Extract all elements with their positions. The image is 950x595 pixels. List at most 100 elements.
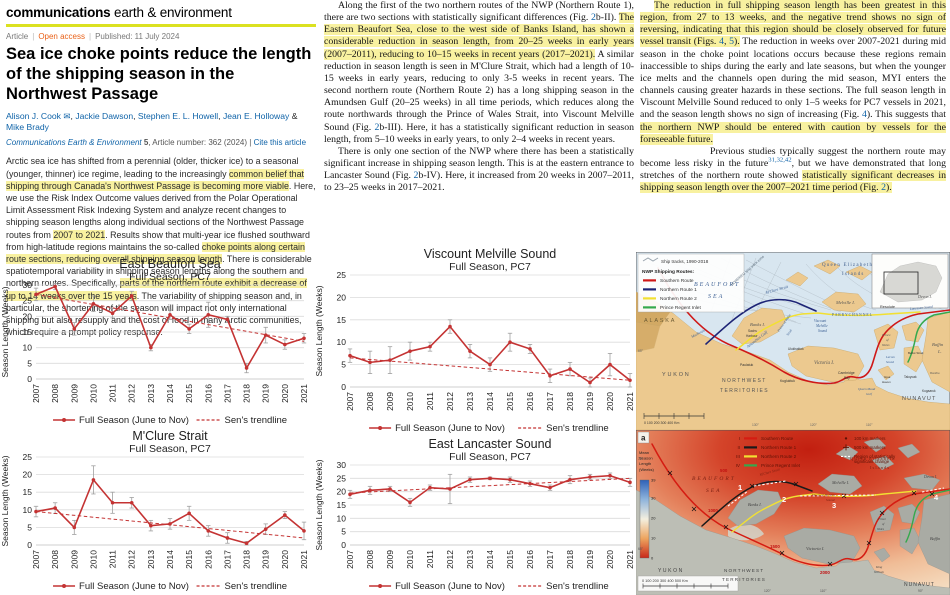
x-tick-group: 2015 [505, 550, 515, 569]
chart-east-lancaster-sound: East Lancaster Sound Full Season, PC7 Seas… [314, 437, 638, 595]
x-tick-group: 2010 [405, 392, 415, 411]
map-label: SEA [708, 294, 724, 300]
chart-east-beaufort-sea: East Beaufort Sea Full Season, PC7 Season … [0, 257, 312, 429]
map-label: Boothia [930, 371, 940, 375]
y-tick-label: 25 [337, 270, 347, 280]
data-point [187, 327, 191, 331]
map-label: Harbour [746, 334, 758, 338]
map-label: of [886, 338, 890, 342]
data-point [110, 500, 115, 505]
data-point [129, 294, 134, 298]
data-point [168, 312, 172, 317]
legend-marker-label: Region of statistically [854, 454, 896, 459]
map-label: BEAUFORT [694, 282, 740, 288]
x-tick-label: 2019 [261, 550, 271, 569]
figure-link[interactable]: 2 [881, 182, 886, 194]
figure-link[interactable]: 4 [862, 109, 867, 121]
x-tick-group: 2015 [184, 550, 194, 569]
map-label: Victoria I. [814, 361, 834, 366]
map-label: Baffin [930, 536, 940, 541]
data-point [428, 344, 432, 349]
cite-link[interactable]: Cite this article [253, 138, 307, 148]
colorbar [639, 479, 650, 559]
map-label: Larsen [885, 355, 895, 359]
x-tick-label: 2013 [465, 392, 475, 411]
data-point [72, 327, 77, 331]
map-label: William [874, 570, 885, 574]
map-nwp-routes: Ship tracks, 1990-2018 NWP Shipping Route… [636, 252, 950, 430]
section-number: 4 [934, 493, 939, 502]
x-tick-group: 2018 [242, 550, 252, 569]
author-link[interactable]: Stephen E. L. Howell [137, 111, 219, 122]
x-tick-group: 2014 [165, 550, 175, 569]
y-tick-label: 30 [23, 280, 33, 290]
journal-link[interactable]: Communications Earth & Environment [6, 138, 142, 148]
map-label: Melville I. [831, 480, 849, 485]
data-point [568, 477, 572, 482]
x-tick-label: 2014 [485, 550, 495, 569]
author-link[interactable]: Alison J. Cook [6, 111, 61, 122]
author-link[interactable]: Jean E. Holloway [222, 111, 290, 122]
data-point [225, 536, 230, 540]
x-tick-label: 2012 [127, 384, 137, 403]
data-point [91, 478, 96, 482]
x-tick-group: 2020 [605, 392, 615, 411]
x-tick-label: 2017 [222, 384, 232, 403]
legend-route-label: Southern Route [660, 278, 694, 284]
author-link[interactable]: Mike Brady [6, 122, 49, 133]
x-tick-group: 2016 [203, 550, 213, 569]
email-icon[interactable]: ✉ [60, 111, 71, 122]
y-tick-label: 20 [337, 292, 347, 302]
x-tick-label: 2013 [146, 384, 156, 403]
x-tick-group: 2021 [625, 392, 635, 411]
text-segment: , [70, 111, 76, 122]
figure-link[interactable]: 31,32,42 [768, 156, 792, 164]
figure-link[interactable]: 2 [374, 121, 380, 133]
scale-bar: 0 100 200 300 400 Km [643, 413, 705, 425]
text-segment: 5 [141, 138, 149, 148]
colorbar-title: Length [639, 461, 651, 466]
map-label: of [882, 522, 886, 526]
map-label: Taloyoak [904, 375, 917, 379]
x-tick-label: 2011 [108, 384, 118, 403]
legend-route-label: Northern Route 1 [761, 445, 797, 450]
map-label: NORTHWEST [724, 568, 764, 573]
map-label: 70° [638, 457, 644, 461]
x-tick-label: 2015 [505, 392, 515, 411]
text-segment: ). [886, 182, 892, 194]
y-tick-label: 10 [337, 337, 347, 347]
data-point [348, 353, 352, 358]
data-point [225, 317, 230, 322]
map-label: 90° [918, 589, 924, 593]
figure-link[interactable]: 4 [719, 36, 724, 48]
middle-column: Along the first of the two northern rout… [324, 0, 634, 195]
map-label: YUKON [658, 568, 684, 574]
text-segment: . Here, we use the Risk Index Outcome va… [6, 180, 316, 240]
text-segment: b-IV). Here, it increased from 20 weeks … [324, 170, 634, 194]
map-label: TERRITORIES [722, 577, 766, 582]
route-lines [651, 443, 950, 567]
legend-roman-numeral: IV [736, 463, 741, 468]
text-segment: , [723, 36, 730, 48]
route-prince-regent [907, 311, 950, 363]
map-label: Kugaaruk [922, 389, 936, 393]
x-tick-label: 2017 [222, 550, 232, 569]
open-access-link[interactable]: Open access [38, 32, 86, 41]
meta-article-type: Article [6, 32, 29, 41]
text-segment: A similar reduction in season length is … [324, 48, 634, 133]
data-point [528, 481, 532, 486]
map-label: YUKON [662, 372, 691, 378]
y-tick-label: 15 [23, 487, 33, 497]
chart-title: East Lancaster Sound [429, 437, 552, 451]
scale-bar: 0 100 200 300 400 500 Km [637, 575, 739, 592]
figure-link[interactable]: 5 [729, 36, 735, 48]
author-link[interactable]: Jackie Dawson [75, 111, 134, 122]
trendline [349, 477, 631, 494]
body-paragraph: Previous studies typically suggest the n… [640, 146, 946, 195]
km-markers [667, 470, 935, 567]
figure-link[interactable]: 2 [591, 12, 596, 24]
figure-link[interactable]: 2 [413, 170, 419, 182]
map-label: 65° [638, 547, 644, 551]
x-tick-label: 2012 [445, 550, 455, 569]
body-paragraph: Along the first of the two northern rout… [324, 0, 634, 146]
